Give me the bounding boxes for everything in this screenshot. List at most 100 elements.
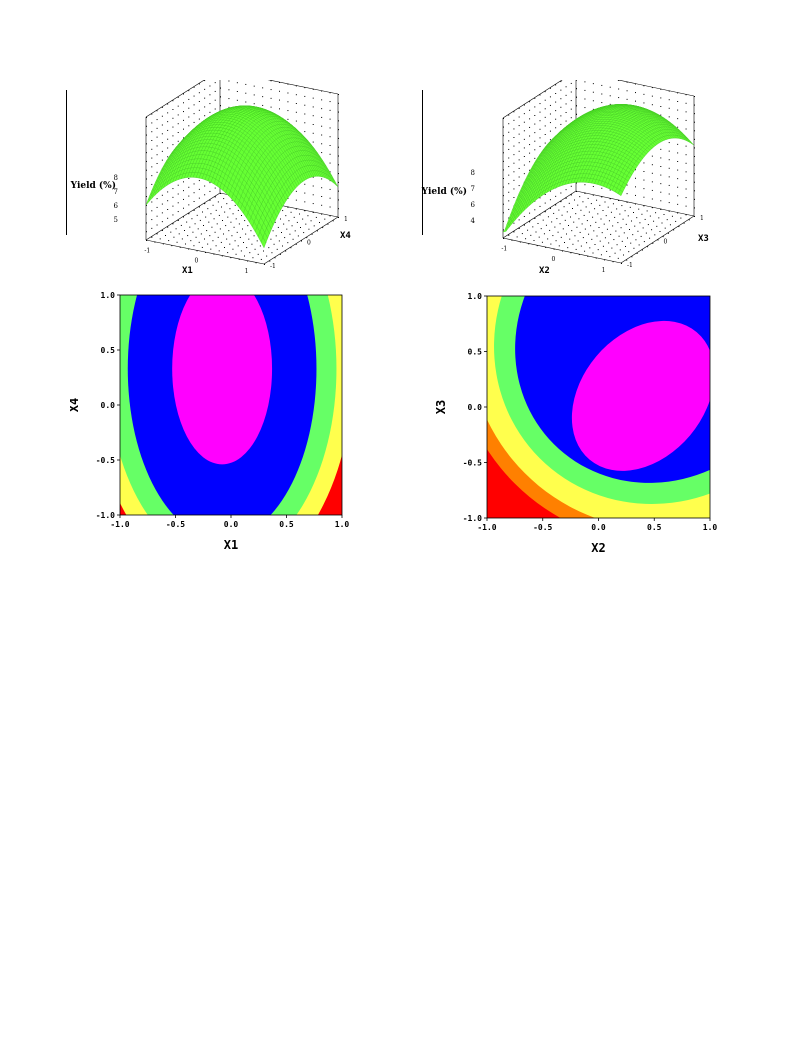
- grid-dot: [577, 204, 579, 206]
- grid-dot: [183, 128, 184, 130]
- grid-dot: [530, 234, 532, 236]
- grid-dot: [544, 91, 546, 93]
- grid-dot: [562, 228, 564, 230]
- surface-patch: [145, 196, 151, 206]
- grid-dot: [508, 157, 510, 159]
- grid-dot: [539, 197, 541, 199]
- grid-dot: [329, 145, 331, 146]
- grid-dot: [660, 166, 662, 167]
- grid-dot: [329, 197, 331, 199]
- grid-dot: [503, 118, 504, 119]
- grid-dot: [287, 206, 289, 208]
- grid-dot: [161, 106, 163, 108]
- grid-dot: [558, 245, 560, 247]
- y-tick-label: 0.0: [468, 403, 483, 412]
- grid-dot: [214, 82, 216, 84]
- grid-dot: [313, 225, 315, 227]
- grid-dot: [578, 218, 580, 220]
- grid-dot: [660, 157, 662, 159]
- grid-dot: [503, 203, 504, 205]
- grid-dot: [626, 259, 628, 261]
- grid-dot: [193, 192, 195, 194]
- grid-dot: [177, 219, 179, 221]
- grid-dot: [235, 253, 237, 255]
- grid-dot: [573, 221, 575, 223]
- grid-dot: [651, 87, 653, 89]
- grid-dot: [269, 260, 271, 262]
- grid-dot: [595, 257, 597, 259]
- grid-dot: [151, 131, 153, 133]
- grid-dot: [188, 107, 190, 109]
- grid-dot: [266, 255, 268, 257]
- grid-dot: [188, 98, 190, 100]
- grid-dot: [274, 257, 276, 259]
- grid-dot: [146, 240, 147, 241]
- x-tick-label: 0.0: [224, 520, 239, 529]
- grid-dot: [539, 94, 541, 96]
- grid-dot: [201, 246, 203, 248]
- grid-dot: [581, 223, 583, 225]
- grid-dot: [184, 230, 185, 231]
- grid-dot: [592, 216, 594, 218]
- grid-dot: [251, 243, 253, 245]
- grid-dot: [570, 252, 572, 254]
- grid-dot: [146, 160, 147, 162]
- grid-dot: [685, 154, 687, 156]
- grid-dot: [295, 111, 297, 113]
- grid-dot: [513, 154, 515, 156]
- grid-dot: [544, 194, 546, 195]
- grid-dot: [513, 111, 515, 113]
- grid-dot: [268, 247, 270, 249]
- grid-dot: [154, 241, 156, 243]
- grid-dot: [338, 94, 339, 95]
- grid-dot: [214, 187, 216, 189]
- grid-dot: [615, 230, 617, 232]
- grid-dot: [549, 87, 551, 89]
- grid-dot: [203, 225, 204, 226]
- grid-dot: [177, 193, 179, 195]
- grid-dot: [673, 229, 675, 231]
- grid-dot: [311, 233, 313, 235]
- grid-dot: [685, 197, 687, 199]
- grid-dot: [189, 226, 191, 228]
- grid-dot: [544, 142, 546, 144]
- grid-dot: [151, 227, 153, 229]
- grid-dot: [637, 230, 639, 232]
- grid-dot: [544, 211, 546, 213]
- grid-dot: [566, 233, 567, 235]
- grid-dot: [198, 188, 200, 190]
- grid-dot: [643, 196, 645, 198]
- grid-dot: [220, 105, 221, 107]
- grid-dot: [221, 206, 222, 208]
- grid-dot: [560, 123, 562, 125]
- grid-dot: [551, 221, 553, 223]
- grid-dot: [230, 257, 232, 259]
- grid-dot: [224, 211, 226, 213]
- grid-dot: [675, 220, 677, 222]
- grid-dot: [215, 245, 217, 247]
- grid-dot: [508, 183, 510, 185]
- grid-dot: [199, 219, 201, 221]
- x-axis-label: X1: [224, 538, 238, 552]
- grid-dot: [623, 232, 625, 234]
- grid-dot: [584, 184, 586, 186]
- grid-dot: [321, 213, 323, 215]
- grid-dot: [204, 185, 206, 187]
- grid-dot: [660, 114, 662, 116]
- grid-dot: [270, 238, 272, 240]
- grid-dot: [523, 164, 525, 166]
- grid-dot: [210, 248, 212, 250]
- grid-dot: [555, 110, 557, 112]
- grid-dot: [555, 195, 557, 197]
- grid-dot: [626, 81, 628, 83]
- grid-dot: [156, 110, 158, 112]
- grid-dot: [651, 189, 653, 191]
- grid-dot: [632, 234, 634, 236]
- grid-dot: [621, 205, 623, 207]
- grid-dot: [188, 204, 190, 206]
- grid-dot: [209, 190, 211, 192]
- x-tick-label: -1.0: [110, 520, 129, 529]
- grid-dot: [643, 85, 645, 87]
- grid-dot: [287, 242, 289, 244]
- z-tick-label: 6: [114, 202, 119, 210]
